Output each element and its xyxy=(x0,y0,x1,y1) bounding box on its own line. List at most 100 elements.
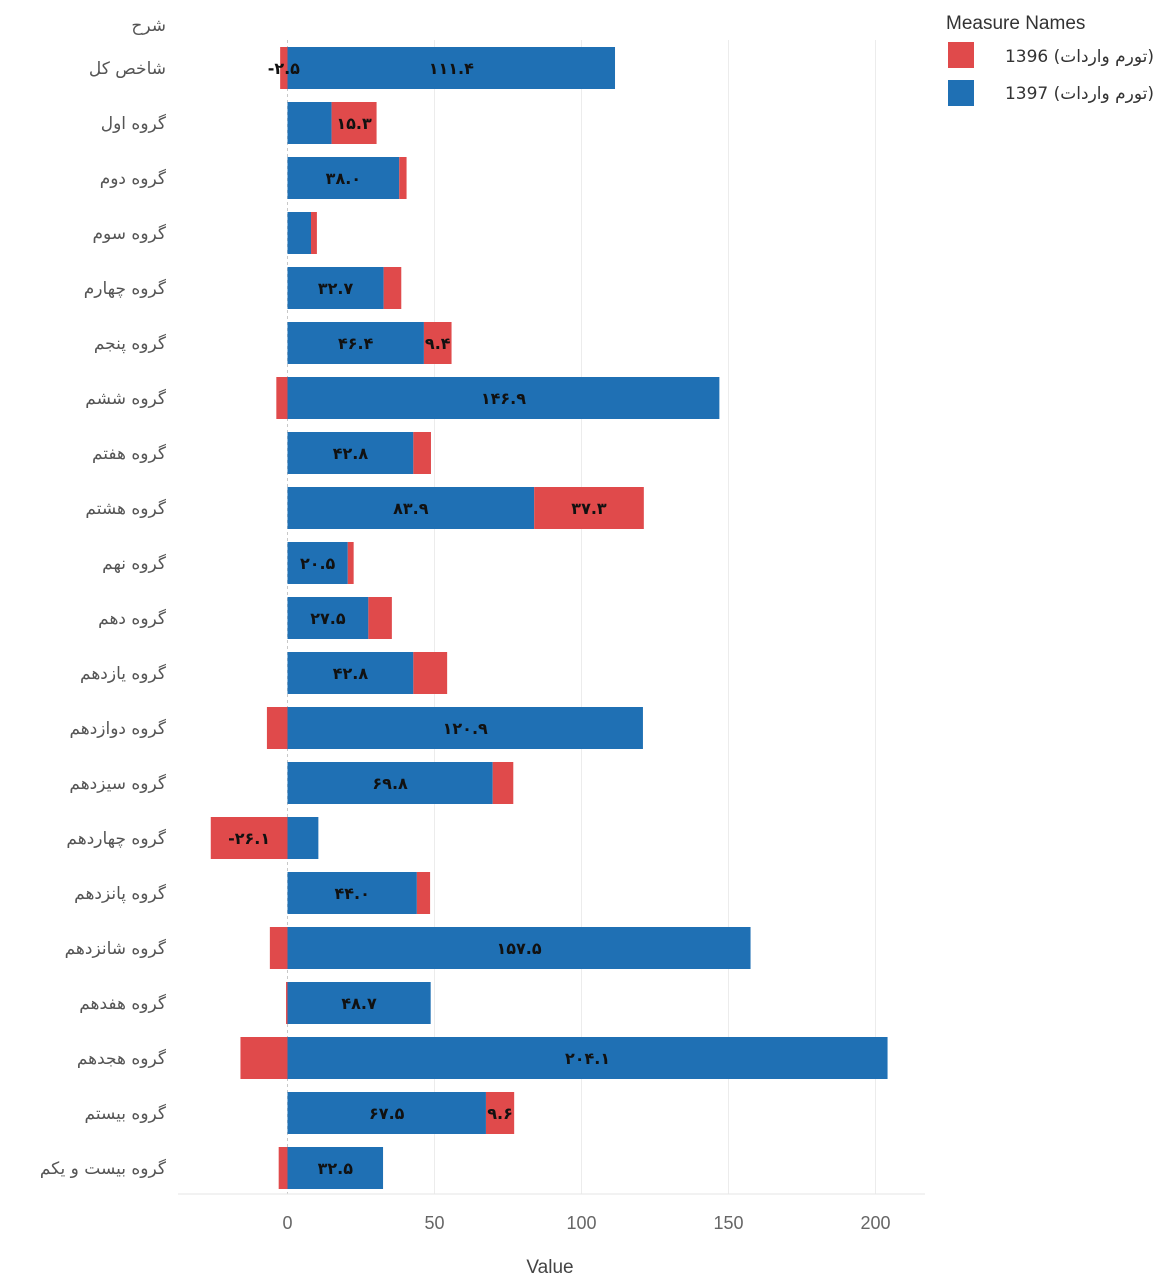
row-header-label: شرح xyxy=(131,16,166,36)
bar-1397 xyxy=(287,1092,486,1134)
data-label-1397: ۶۹.۸ xyxy=(372,774,408,793)
data-label-1396: ۹.۴ xyxy=(425,334,451,353)
row-label: گروه بیست و یکم xyxy=(40,1158,167,1179)
bar-1397 xyxy=(287,652,414,694)
bar-1396 xyxy=(210,817,288,859)
legend-swatch-1396 xyxy=(948,42,974,68)
row-label: گروه نهم xyxy=(102,553,167,574)
bar-1396 xyxy=(383,267,402,309)
bar-1396 xyxy=(416,872,431,914)
data-label-1397: ۴۲.۸ xyxy=(333,444,369,463)
bar-1396 xyxy=(240,1037,288,1079)
bar-1397 xyxy=(287,762,493,804)
bar-1397 xyxy=(287,1037,888,1079)
row-label: گروه اول xyxy=(101,113,167,134)
x-tick-label: 0 xyxy=(282,1213,292,1233)
bar-1396 xyxy=(280,47,288,89)
row-label: گروه چهاردهم xyxy=(66,828,166,849)
bar-1397 xyxy=(287,982,431,1024)
bar-1396 xyxy=(311,212,317,254)
x-tick-label: 50 xyxy=(424,1213,444,1233)
row-label: گروه یازدهم xyxy=(80,663,167,684)
x-tick-label: 200 xyxy=(860,1213,890,1233)
legend: Measure Names 1396 (تورم واردات) 1397 (ت… xyxy=(946,13,1154,106)
data-label-1396: ۱۵.۳ xyxy=(336,114,372,133)
bar-1397 xyxy=(287,542,348,584)
bar-1397 xyxy=(287,817,319,859)
data-label-1397: ۱۲۰.۹ xyxy=(443,719,488,738)
bar-1397 xyxy=(287,267,384,309)
x-tick-label: 100 xyxy=(566,1213,596,1233)
row-label: گروه شانزدهم xyxy=(65,938,167,959)
row-label: گروه ششم xyxy=(85,388,167,409)
bar-1397 xyxy=(287,47,616,89)
bar-1396 xyxy=(331,102,377,144)
data-label-1397: ۴۲.۸ xyxy=(333,664,369,683)
bar-1397 xyxy=(287,927,751,969)
row-labels: شاخص کل گروه اول گروه دوم گروه سوم گروه چهار… xyxy=(40,59,167,1179)
bar-1396 xyxy=(485,1092,515,1134)
bar-1396 xyxy=(492,762,514,804)
data-label-1396: -۲۶.۱ xyxy=(228,829,270,848)
legend-entry-1397: 1397 (تورم واردات) xyxy=(1005,84,1154,104)
bar-1397 xyxy=(287,432,414,474)
data-label-1397: ۱۱۱.۴ xyxy=(429,59,474,78)
bar-1397 xyxy=(287,102,332,144)
data-label-1397: ۲۰۴.۱ xyxy=(565,1049,610,1068)
bar-1397 xyxy=(287,597,369,639)
bar-1396 xyxy=(534,487,644,529)
data-label-1396: ۹.۶ xyxy=(487,1104,513,1123)
legend-entry-1396: 1396 (تورم واردات) xyxy=(1005,47,1154,67)
legend-title: Measure Names xyxy=(946,13,1085,34)
bar-1396 xyxy=(413,432,431,474)
row-label: گروه سیزدهم xyxy=(69,773,167,794)
data-label-1396: -۲.۵ xyxy=(268,59,300,78)
data-label-1397: ۱۵۷.۵ xyxy=(496,939,541,958)
bar-1396 xyxy=(423,322,452,364)
bar-1397 xyxy=(287,322,424,364)
row-label: گروه هفتم xyxy=(92,443,167,464)
data-label-1397: ۱۴۶.۹ xyxy=(481,389,526,408)
legend-swatch-1397 xyxy=(948,80,974,106)
row-label: گروه دوازدهم xyxy=(69,718,166,739)
data-label-1396: ۳۷.۳ xyxy=(571,499,607,518)
data-label-1397: ۳۲.۷ xyxy=(318,279,354,298)
bar-1397 xyxy=(287,377,720,419)
data-label-1397: ۳۲.۵ xyxy=(318,1159,354,1178)
row-label: گروه پانزدهم xyxy=(74,883,167,904)
data-label-1397: ۲۰.۵ xyxy=(300,554,336,573)
bar-1397 xyxy=(287,1147,384,1189)
bar-1396 xyxy=(347,542,354,584)
data-label-1397: ۴۶.۴ xyxy=(338,334,374,353)
data-label-1397: ۲۷.۵ xyxy=(310,609,346,628)
row-label: گروه دوم xyxy=(100,168,167,189)
data-label-1397: ۴۴.۰ xyxy=(334,884,369,903)
row-label: گروه سوم xyxy=(92,223,166,244)
data-label-1397: ۴۸.۷ xyxy=(341,994,377,1013)
row-label: گروه هفدهم xyxy=(79,993,167,1014)
data-label-1397: ۸۳.۹ xyxy=(393,499,429,518)
x-axis-title: Value xyxy=(526,1257,573,1276)
bar-1396 xyxy=(276,377,288,419)
row-label: گروه پنجم xyxy=(94,333,167,354)
bar-1397 xyxy=(287,157,400,199)
data-label-1397: ۶۷.۵ xyxy=(369,1104,405,1123)
bar-1396 xyxy=(286,982,288,1024)
x-axis: 0 50 100 150 200 xyxy=(178,1193,925,1233)
data-label-1397: ۳۸.۰ xyxy=(326,169,361,188)
bar-1397 xyxy=(287,487,535,529)
bar-1397 xyxy=(287,212,312,254)
data-labels: ۱۱۱.۴ -۲.۵ ۱۵.۳ ۳۸.۰ ۳۲.۷ ۴۶.۴ ۹.۴ ۱۴۶.۹ ۴۲.۸ ۸۳.… xyxy=(228,59,610,1178)
bar-1396 xyxy=(269,927,288,969)
bar-1396 xyxy=(399,157,407,199)
bar-1396 xyxy=(278,1147,288,1189)
row-label: گروه دهم xyxy=(98,608,167,629)
row-label: گروه هشتم xyxy=(85,498,166,519)
row-label: شاخص کل xyxy=(89,59,166,79)
bar-1397 xyxy=(287,707,643,749)
bar-1396 xyxy=(368,597,392,639)
bar-1396 xyxy=(266,707,288,749)
bars xyxy=(210,47,888,1189)
row-label: گروه هجدهم xyxy=(77,1048,167,1069)
